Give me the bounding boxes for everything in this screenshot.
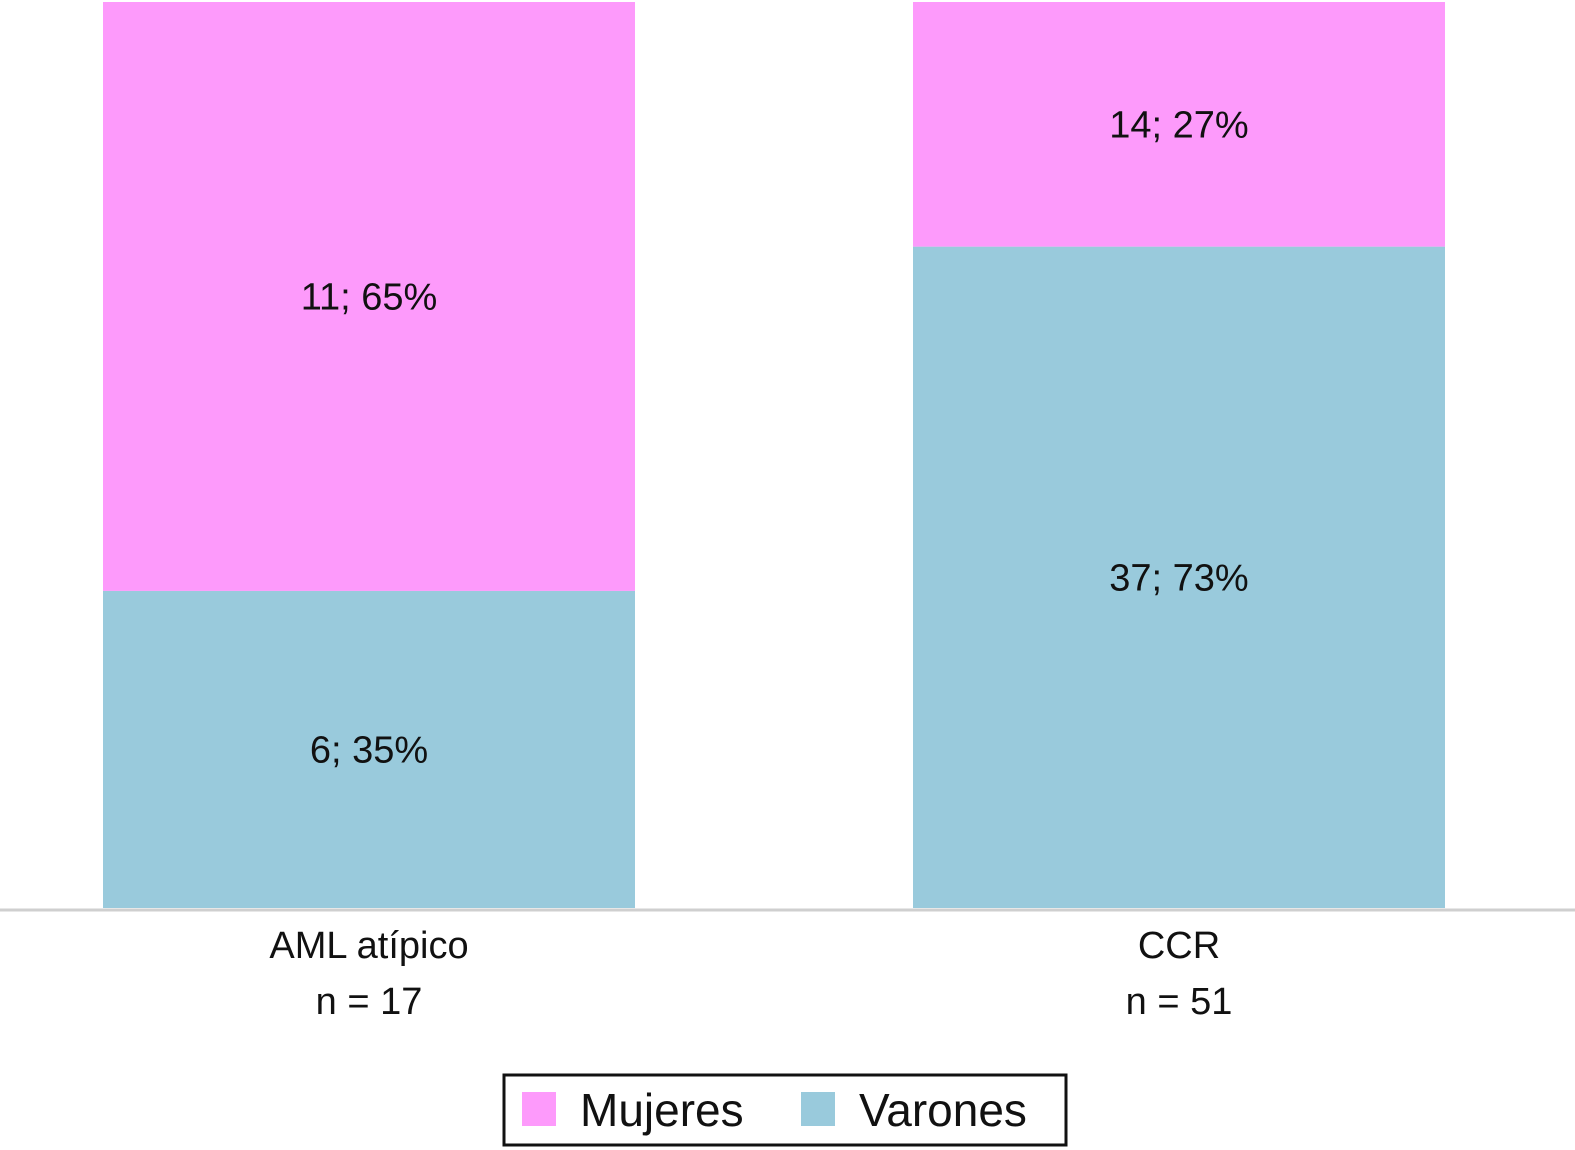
legend-swatch-mujeres [522, 1092, 556, 1126]
data-label-varones-1: 37; 73% [1109, 557, 1248, 599]
category-sublabel-1: n = 51 [1126, 981, 1233, 1023]
category-label-0: AML atípico [269, 925, 468, 967]
legend-swatch-varones [801, 1092, 835, 1126]
bar-varones-0 [103, 590, 635, 908]
data-label-mujeres-0: 11; 65% [301, 276, 438, 318]
data-label-varones-0: 6; 35% [310, 729, 428, 771]
category-labels-group: AML atípico n = 17 CCR n = 51 [269, 925, 1232, 1023]
legend-label-mujeres: Mujeres [580, 1084, 744, 1136]
bar-mujeres-1 [913, 2, 1445, 247]
bar-varones-1 [913, 246, 1445, 908]
category-sublabel-0: n = 17 [316, 981, 423, 1023]
legend-label-varones: Varones [859, 1084, 1027, 1136]
category-label-1: CCR [1138, 925, 1220, 967]
legend: Mujeres Varones [502, 1073, 1068, 1147]
bar-mujeres-0 [103, 2, 635, 591]
legend-box [502, 1073, 1068, 1147]
data-label-mujeres-1: 14; 27% [1109, 104, 1248, 146]
bars-group: 6; 35% 11; 65% 37; 73% 14; 27% [103, 2, 1445, 908]
